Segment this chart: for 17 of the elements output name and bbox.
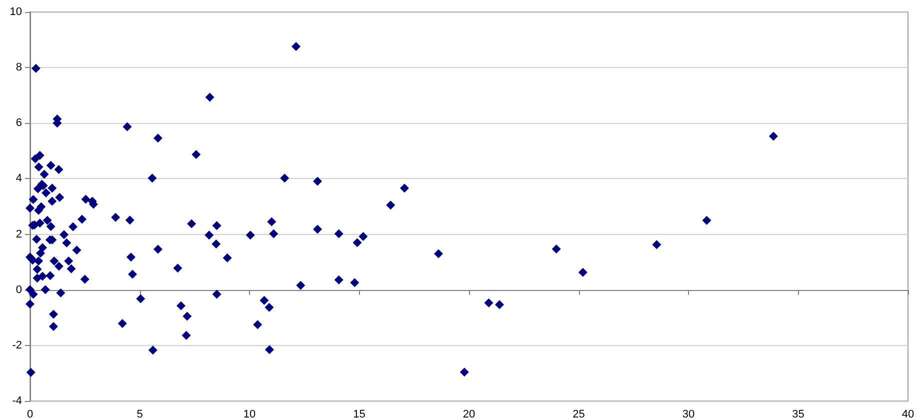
y-tick-label: 2 — [16, 228, 22, 240]
x-tick-label: 30 — [682, 408, 695, 420]
x-tick-label: 20 — [462, 408, 476, 420]
x-tick-label: 15 — [353, 408, 366, 420]
y-tick-label: -4 — [12, 395, 22, 407]
y-tick-label: 6 — [16, 117, 22, 130]
x-tick-label: 25 — [572, 408, 585, 420]
x-tick-label: 40 — [902, 408, 914, 420]
y-tick-label: 4 — [16, 172, 22, 185]
x-tick-label: 10 — [243, 408, 256, 420]
y-tick-label: 8 — [16, 62, 22, 74]
y-tick-label: 0 — [16, 284, 22, 296]
x-tick-label: 5 — [136, 408, 143, 420]
x-tick-label: 35 — [792, 408, 804, 420]
y-tick-label: -2 — [12, 339, 22, 352]
x-tick-label: 0 — [26, 408, 34, 420]
y-tick-label: 10 — [10, 6, 22, 18]
